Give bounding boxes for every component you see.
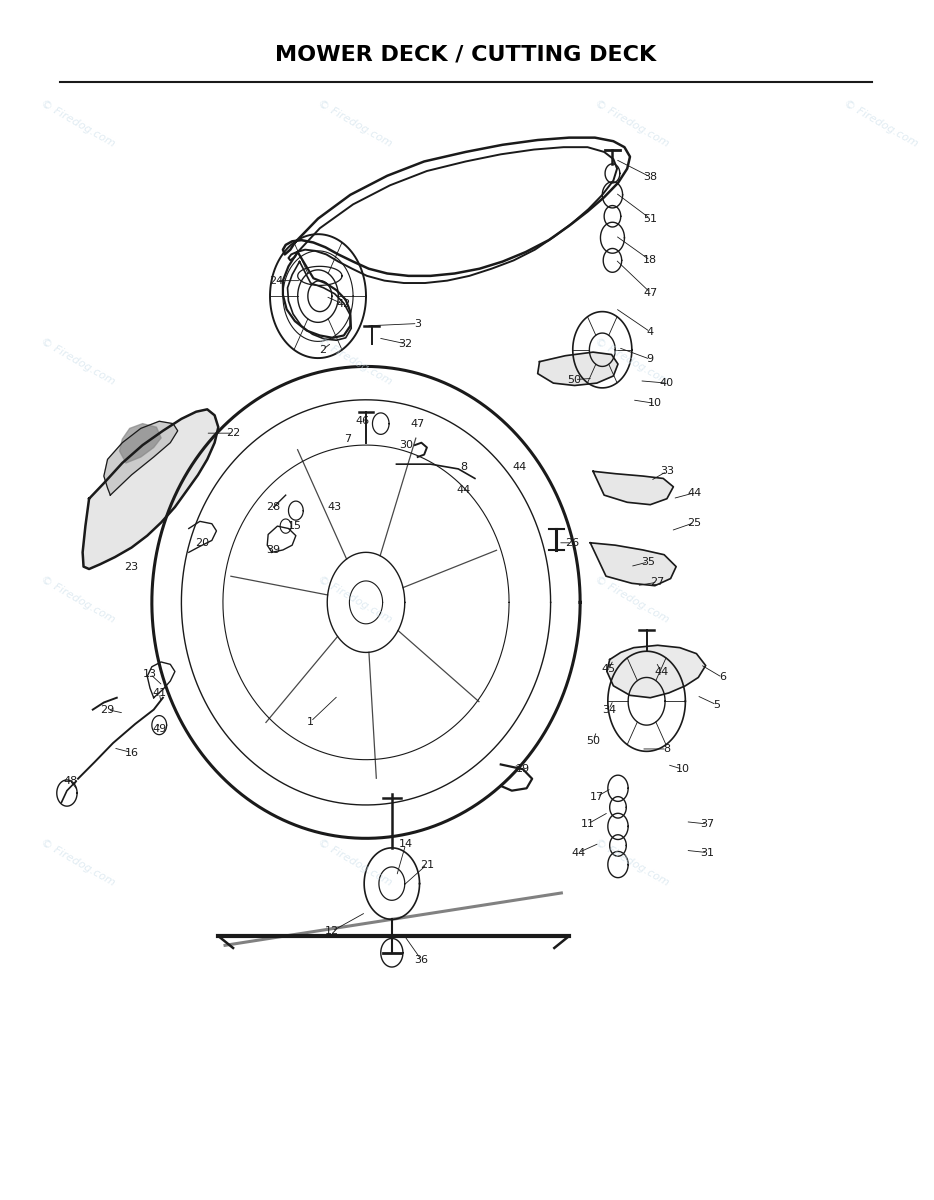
Text: © Firedog.com: © Firedog.com	[316, 98, 394, 149]
Text: 36: 36	[415, 955, 429, 965]
Text: 23: 23	[124, 562, 138, 571]
Text: 5: 5	[714, 700, 720, 710]
Text: © Firedog.com: © Firedog.com	[593, 836, 671, 888]
Text: 50: 50	[586, 736, 600, 745]
Text: 11: 11	[581, 820, 595, 829]
Text: 39: 39	[266, 545, 281, 554]
Text: 2: 2	[319, 344, 326, 355]
Text: 16: 16	[124, 748, 138, 757]
Text: 38: 38	[644, 172, 658, 182]
Text: © Firedog.com: © Firedog.com	[316, 336, 394, 386]
Text: 21: 21	[420, 859, 434, 870]
Polygon shape	[607, 646, 706, 697]
Text: 35: 35	[642, 557, 656, 566]
Text: 1: 1	[307, 716, 314, 726]
Text: 37: 37	[700, 820, 715, 829]
Text: 44: 44	[687, 487, 701, 498]
Text: 10: 10	[675, 764, 689, 774]
Text: 6: 6	[719, 672, 726, 683]
Text: 40: 40	[659, 378, 674, 388]
Text: 41: 41	[152, 688, 166, 698]
Text: 29: 29	[101, 704, 115, 715]
Polygon shape	[538, 352, 618, 385]
Text: 27: 27	[651, 577, 665, 587]
Text: 28: 28	[266, 502, 281, 512]
Text: 33: 33	[660, 467, 674, 476]
Text: 47: 47	[411, 419, 425, 428]
Text: 18: 18	[644, 256, 658, 265]
Text: 12: 12	[325, 926, 339, 936]
Text: 44: 44	[572, 847, 586, 858]
Text: 26: 26	[565, 538, 579, 547]
Text: © Firedog.com: © Firedog.com	[593, 98, 671, 149]
Text: 34: 34	[601, 704, 616, 715]
Text: 9: 9	[646, 354, 654, 365]
Text: 4: 4	[646, 326, 654, 337]
Text: 51: 51	[644, 214, 658, 223]
Polygon shape	[590, 542, 676, 586]
Text: 45: 45	[601, 664, 616, 674]
Text: 47: 47	[644, 288, 658, 298]
Text: © Firedog.com: © Firedog.com	[39, 336, 117, 386]
Text: 22: 22	[226, 428, 240, 438]
Text: 30: 30	[399, 440, 413, 450]
Text: © Firedog.com: © Firedog.com	[593, 336, 671, 386]
Text: 20: 20	[195, 538, 209, 547]
Text: 15: 15	[288, 521, 302, 532]
Text: 19: 19	[516, 764, 530, 774]
Text: © Firedog.com: © Firedog.com	[316, 575, 394, 625]
Text: 24: 24	[269, 276, 284, 286]
Polygon shape	[104, 421, 177, 496]
Text: 50: 50	[568, 374, 582, 384]
Text: © Firedog.com: © Firedog.com	[39, 836, 117, 888]
Text: 49: 49	[152, 724, 166, 733]
Text: 44: 44	[512, 462, 527, 472]
Text: 7: 7	[344, 434, 351, 444]
Text: © Firedog.com: © Firedog.com	[39, 575, 117, 625]
Text: MOWER DECK / CUTTING DECK: MOWER DECK / CUTTING DECK	[276, 44, 657, 65]
Text: © Firedog.com: © Firedog.com	[316, 836, 394, 888]
Text: 48: 48	[64, 776, 78, 786]
Text: 14: 14	[399, 839, 413, 850]
Text: © Firedog.com: © Firedog.com	[842, 98, 920, 149]
Text: 44: 44	[654, 666, 669, 677]
Text: 31: 31	[700, 847, 715, 858]
Text: 25: 25	[687, 517, 701, 528]
Text: 3: 3	[414, 318, 421, 329]
Text: 8: 8	[460, 462, 467, 472]
Text: 17: 17	[589, 792, 603, 802]
Polygon shape	[593, 472, 673, 505]
Text: 8: 8	[663, 744, 671, 754]
Polygon shape	[82, 409, 219, 569]
Text: 44: 44	[457, 485, 471, 496]
Text: 43: 43	[328, 502, 342, 512]
Text: 42: 42	[337, 300, 351, 310]
Text: © Firedog.com: © Firedog.com	[593, 575, 671, 625]
Text: 13: 13	[143, 668, 157, 679]
Text: © Firedog.com: © Firedog.com	[39, 98, 117, 149]
Text: 10: 10	[648, 398, 662, 408]
Polygon shape	[120, 424, 161, 463]
Text: 46: 46	[355, 416, 369, 426]
Text: 32: 32	[399, 338, 413, 349]
